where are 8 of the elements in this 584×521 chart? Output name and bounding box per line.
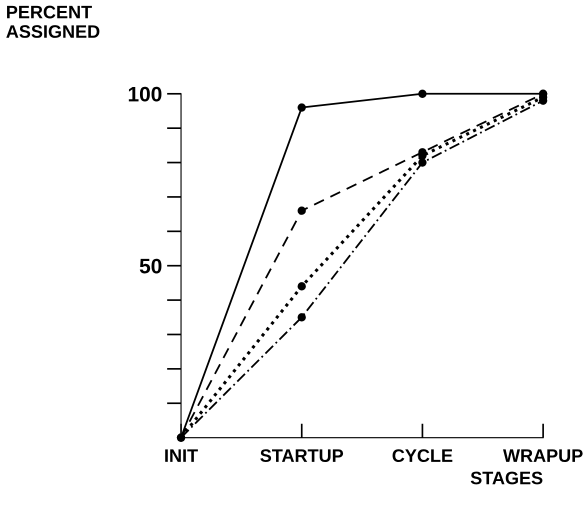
y-tick-label: 50 [140,258,162,274]
x-axis-title: STAGES [470,472,542,484]
x-tick-label: CYCLE [392,449,452,462]
x-tick-label: WRAPUP [503,449,583,462]
y-axis-title: PERCENT ASSIGNED [6,6,100,38]
x-tick-label: INIT [165,449,198,462]
x-tick-label: STARTUP [260,449,344,462]
y-tick-label: 100 [128,86,162,102]
